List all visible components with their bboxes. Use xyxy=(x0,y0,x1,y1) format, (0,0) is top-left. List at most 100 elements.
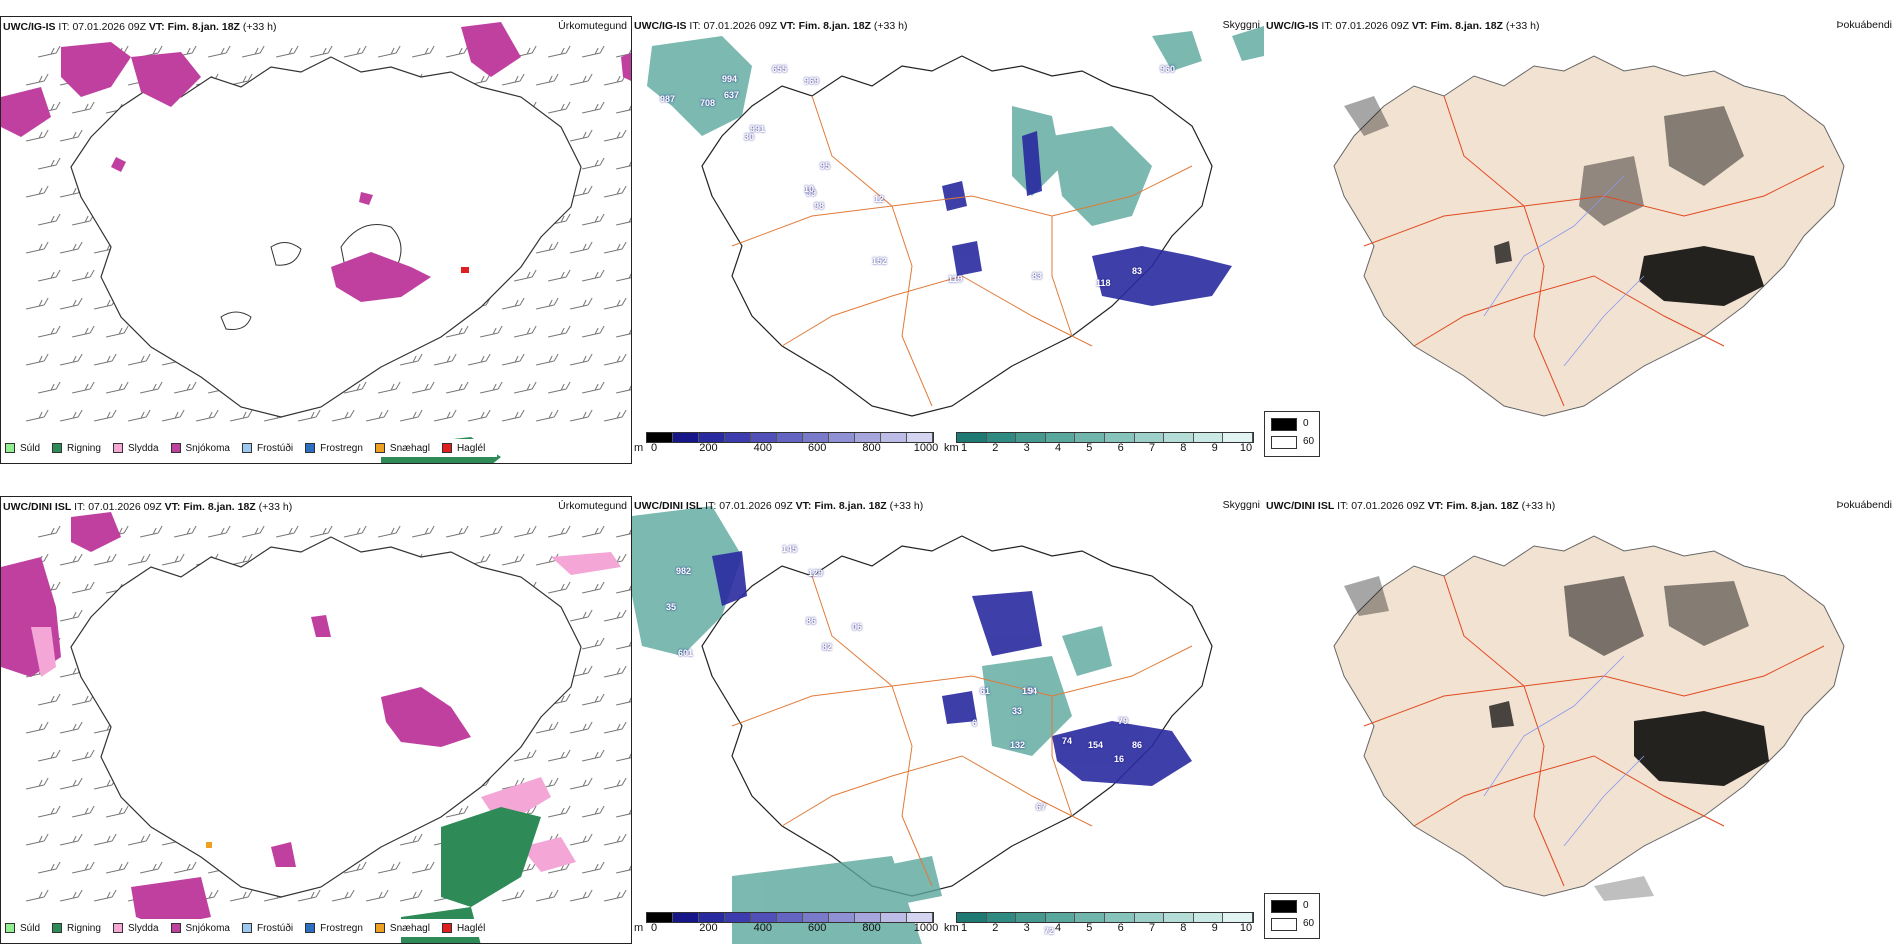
colorbar-cell xyxy=(957,913,987,922)
ceiling-colorbar: m 0 200 400 600 800 1000 xyxy=(634,432,938,460)
wind-barb xyxy=(60,553,83,566)
colorbar-tick: 8 xyxy=(1180,922,1187,934)
cloud-panel-row2: UWC/DINI ISL IT: 07.01.2026 09Z VT: Fim.… xyxy=(632,496,1264,944)
wind-barb xyxy=(72,861,95,874)
panel-title: Úrkomutegund xyxy=(558,500,627,512)
wind-barb xyxy=(616,529,631,538)
wind-barb xyxy=(616,753,631,762)
cloud-value-label: 637 xyxy=(724,90,740,100)
wind-barb xyxy=(162,553,185,566)
cloud-value-label: 86 xyxy=(806,616,817,626)
wind-barb xyxy=(548,581,571,594)
legend-label: Haglél xyxy=(456,922,486,934)
header-row1-cloud: UWC/IG-IS IT: 07.01.2026 09Z VT: Fim. 8.… xyxy=(634,20,908,32)
wind-barb xyxy=(26,889,49,902)
wind-barb xyxy=(378,861,401,874)
colorbar-cells xyxy=(956,912,1254,923)
wind-barb xyxy=(60,777,83,790)
wind-barb xyxy=(298,409,321,422)
ceiling-areas xyxy=(942,131,1232,306)
legend-item: Snjókoma xyxy=(170,922,230,934)
wind-barb xyxy=(38,749,61,762)
fog-scale-box: 0 60 xyxy=(1264,411,1320,457)
snow-areas xyxy=(1,512,471,927)
colorbar-unit: m xyxy=(634,922,644,934)
cloud-value-label: 960 xyxy=(1160,64,1176,74)
colorbar-cell xyxy=(907,913,933,922)
wind-barb xyxy=(72,581,95,594)
road-network xyxy=(731,95,1193,407)
wind-barb xyxy=(208,45,231,58)
precip-map-row1 xyxy=(1,22,631,463)
wind-barb xyxy=(582,157,605,170)
wind-barb xyxy=(514,381,537,394)
colorbar-cell xyxy=(986,433,1017,442)
legend-item: Frostúði xyxy=(241,923,293,934)
legend-label: Súld xyxy=(20,442,41,454)
wind-barb xyxy=(582,693,605,706)
wind-barb xyxy=(604,241,627,254)
wind-barb xyxy=(60,129,83,142)
cloud-value-label: 154 xyxy=(1022,686,1038,696)
legend-item: Snjókoma xyxy=(170,443,230,454)
colorbar-tick: 9 xyxy=(1211,442,1218,454)
colorbar-tick: 1000 xyxy=(913,922,939,934)
wind-barb xyxy=(570,833,593,846)
precip-map-row2 xyxy=(1,512,631,943)
colorbar-tick: 4 xyxy=(1054,922,1062,934)
colorbar-cell xyxy=(803,913,829,922)
wind-barb xyxy=(298,889,321,902)
wind-barb xyxy=(468,409,491,422)
legend-swatch xyxy=(374,443,385,453)
wind-barb xyxy=(378,45,401,58)
colorbar-tick: 10 xyxy=(1239,442,1253,454)
wind-barb xyxy=(94,353,117,366)
iceland-outline xyxy=(701,55,1213,417)
wind-barb xyxy=(94,553,117,566)
wind-barb xyxy=(26,241,49,254)
wind-barb xyxy=(616,217,631,226)
iceland-land xyxy=(1333,55,1845,417)
wind-barb xyxy=(140,381,163,394)
legend-label: Snæhagl xyxy=(389,922,430,934)
wind-barb xyxy=(344,381,367,394)
wind-barb xyxy=(412,45,435,58)
wind-barb xyxy=(140,525,163,538)
wind-barb xyxy=(400,409,423,422)
road-network xyxy=(731,575,1193,887)
precip-legend: Súld Rigning Slydda Snjókoma Frostúði Frostre… xyxy=(5,919,498,937)
wind-barb xyxy=(502,297,525,310)
hail-area xyxy=(461,267,469,273)
colorbar-cell xyxy=(855,913,881,922)
wind-barb xyxy=(378,381,401,394)
wind-barb xyxy=(570,241,593,254)
wind-barb xyxy=(276,525,299,538)
legend-label: Slydda xyxy=(127,442,159,454)
fog-areas xyxy=(1344,576,1769,901)
wind-barb xyxy=(434,409,457,422)
iceland-outline xyxy=(70,56,582,418)
wind-barb xyxy=(72,805,95,818)
colorbar-cell xyxy=(1075,433,1105,442)
colorbar-cell xyxy=(957,433,987,442)
fog-scale-swatch xyxy=(1271,418,1297,431)
colorbar-tick: 400 xyxy=(753,442,772,454)
colorbar-tick: 800 xyxy=(862,922,881,934)
wind-barb xyxy=(26,833,49,846)
legend-label: Snjókoma xyxy=(185,922,230,934)
colorbar-tick: 6 xyxy=(1117,922,1124,934)
wind-barb xyxy=(26,185,49,198)
wind-barb xyxy=(310,525,333,538)
cloud-value-label: 10 xyxy=(804,184,815,194)
wind-barb xyxy=(400,353,423,366)
wind-barb xyxy=(604,721,627,734)
wind-barb xyxy=(38,525,61,538)
colorbar-tick: 8 xyxy=(1180,442,1187,454)
colorbar-cell xyxy=(673,913,699,922)
snow-pellets-area xyxy=(206,842,212,848)
wind-barb xyxy=(616,273,631,282)
legend-swatch xyxy=(241,443,252,453)
cloud-value-label: 6 xyxy=(972,718,978,728)
wind-barb xyxy=(94,889,117,902)
wind-barb xyxy=(582,805,605,818)
